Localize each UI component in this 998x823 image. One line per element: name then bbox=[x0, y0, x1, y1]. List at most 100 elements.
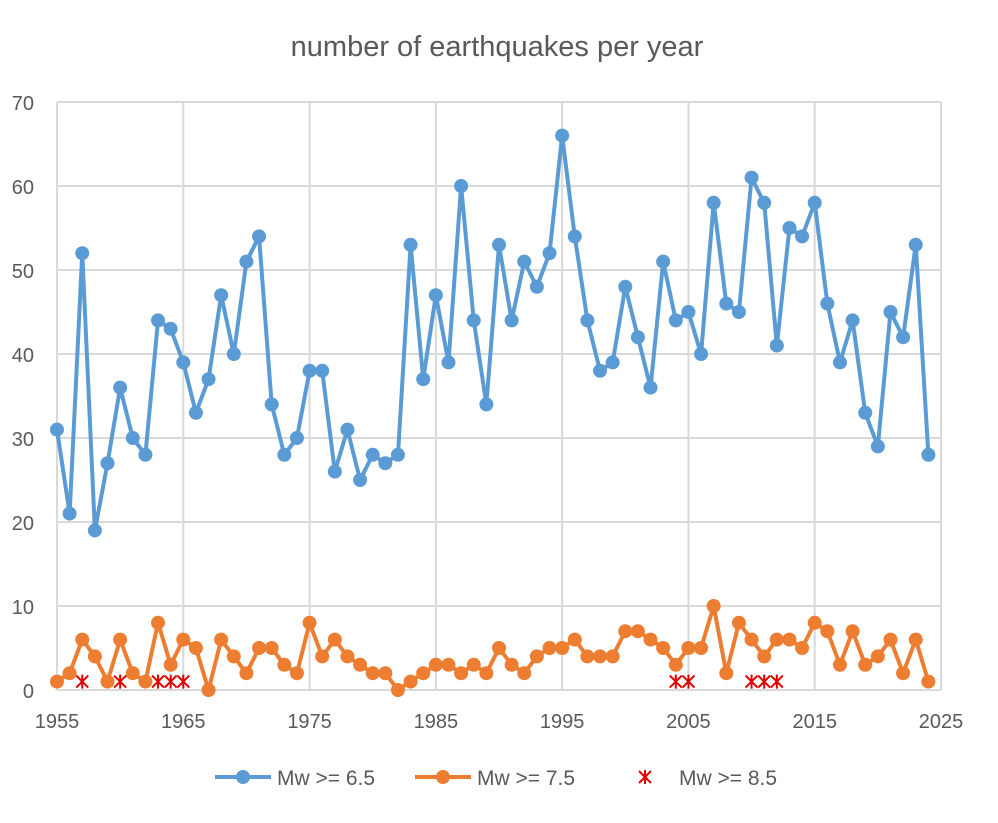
data-point bbox=[378, 456, 393, 471]
data-point bbox=[125, 431, 140, 445]
chart-title: number of earthquakes per year bbox=[291, 31, 704, 63]
data-point bbox=[769, 632, 784, 647]
data-point bbox=[694, 641, 709, 655]
data-point-star bbox=[669, 674, 683, 689]
data-point bbox=[113, 632, 128, 647]
data-point bbox=[921, 447, 936, 462]
data-point bbox=[845, 624, 860, 639]
data-point bbox=[390, 447, 405, 462]
data-point bbox=[858, 405, 873, 420]
data-point bbox=[706, 599, 721, 613]
data-point bbox=[340, 649, 355, 664]
data-point bbox=[201, 372, 216, 387]
data-point bbox=[176, 632, 191, 647]
data-point bbox=[908, 237, 923, 252]
y-tick-label: 40 bbox=[12, 345, 34, 367]
data-point bbox=[353, 473, 368, 487]
data-point bbox=[327, 464, 342, 479]
data-point bbox=[428, 657, 443, 672]
data-point-star bbox=[75, 674, 89, 689]
data-point bbox=[656, 641, 671, 655]
data-point bbox=[365, 447, 380, 462]
data-point bbox=[151, 313, 166, 328]
data-point bbox=[416, 372, 431, 387]
data-point bbox=[289, 666, 304, 681]
data-point bbox=[479, 666, 494, 681]
data-point bbox=[113, 380, 128, 395]
data-point bbox=[504, 657, 519, 672]
data-point bbox=[100, 456, 115, 471]
data-point bbox=[302, 615, 317, 630]
data-point bbox=[643, 632, 658, 647]
data-point bbox=[593, 363, 608, 378]
data-point bbox=[719, 296, 734, 311]
data-point bbox=[151, 615, 166, 630]
data-point bbox=[896, 330, 911, 345]
y-tick-label: 70 bbox=[12, 93, 34, 115]
data-point bbox=[466, 657, 481, 672]
x-tick-label: 1955 bbox=[35, 711, 80, 733]
data-point bbox=[744, 632, 759, 647]
y-tick-label: 30 bbox=[12, 429, 34, 451]
data-point bbox=[744, 170, 759, 185]
data-point bbox=[75, 632, 90, 647]
data-point bbox=[694, 347, 709, 361]
data-point bbox=[302, 363, 317, 378]
y-tick-label: 0 bbox=[23, 681, 34, 703]
data-point bbox=[479, 397, 494, 412]
data-point bbox=[441, 355, 456, 370]
data-point bbox=[517, 666, 532, 681]
data-point bbox=[264, 641, 279, 655]
series-line bbox=[55, 133, 931, 533]
data-point bbox=[820, 624, 835, 639]
data-point bbox=[100, 674, 115, 689]
legend-marker bbox=[236, 770, 250, 784]
data-point bbox=[782, 632, 797, 647]
data-point bbox=[62, 666, 77, 681]
data-point bbox=[757, 195, 772, 210]
data-point bbox=[517, 254, 532, 269]
data-point bbox=[883, 305, 898, 319]
data-point bbox=[731, 615, 746, 630]
data-point bbox=[252, 641, 267, 655]
data-point bbox=[883, 632, 898, 647]
legend-label: Mw >= 6.5 bbox=[277, 767, 375, 790]
data-point bbox=[769, 338, 784, 353]
data-point bbox=[353, 657, 368, 672]
data-point bbox=[820, 296, 835, 311]
data-point bbox=[542, 246, 557, 261]
data-point bbox=[239, 254, 254, 269]
data-point bbox=[567, 229, 582, 244]
data-point-star bbox=[681, 674, 696, 689]
legend-star-icon bbox=[638, 770, 652, 784]
data-point bbox=[529, 279, 544, 294]
data-point bbox=[492, 237, 506, 252]
data-point bbox=[201, 683, 216, 697]
data-point bbox=[795, 229, 810, 244]
data-point bbox=[681, 305, 696, 319]
data-point bbox=[643, 380, 658, 395]
x-tick-label: 2015 bbox=[792, 711, 837, 733]
data-point bbox=[214, 288, 229, 303]
x-tick-label: 2025 bbox=[919, 711, 964, 733]
y-tick-label: 10 bbox=[12, 597, 34, 619]
data-point bbox=[630, 624, 645, 639]
data-point bbox=[630, 330, 645, 345]
data-point bbox=[492, 641, 506, 655]
data-point bbox=[656, 254, 671, 269]
data-point bbox=[593, 649, 608, 664]
legend: Mw >= 6.5 Mw >= 7.5 Mw >= 8.5 bbox=[215, 767, 777, 790]
data-point bbox=[365, 666, 380, 681]
data-point bbox=[454, 666, 469, 681]
data-point bbox=[289, 431, 304, 445]
data-point bbox=[315, 649, 330, 664]
data-point bbox=[529, 649, 544, 664]
data-point bbox=[908, 632, 923, 647]
data-point bbox=[921, 674, 936, 689]
data-point bbox=[125, 666, 140, 681]
data-point bbox=[428, 288, 443, 303]
data-point bbox=[163, 321, 178, 336]
data-point bbox=[757, 649, 772, 664]
data-point bbox=[226, 347, 241, 361]
